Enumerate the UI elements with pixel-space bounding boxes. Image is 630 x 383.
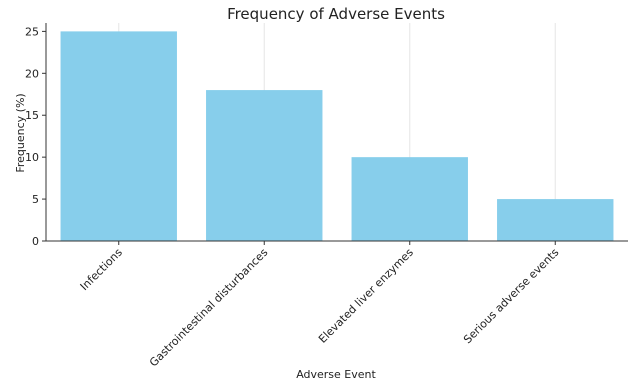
bar xyxy=(206,90,323,241)
grid-lines xyxy=(118,23,556,241)
y-tick-label: 25 xyxy=(25,25,39,38)
bar xyxy=(497,199,614,241)
y-tick-label: 0 xyxy=(32,235,39,248)
x-tick-label: Serious adverse events xyxy=(461,246,561,346)
y-tick-label: 15 xyxy=(25,109,39,122)
y-tick-label: 10 xyxy=(25,151,39,164)
x-axis-ticks: Infections Gastrointestinal disturbances E… xyxy=(78,241,562,369)
x-tick-label: Infections xyxy=(78,246,125,293)
bars xyxy=(60,31,614,242)
x-tick-label: Elevated liver enzymes xyxy=(316,246,416,346)
y-tick-label: 20 xyxy=(25,67,39,80)
axes xyxy=(45,23,628,242)
x-axis-label: Adverse Event xyxy=(296,368,376,381)
y-tick-label: 5 xyxy=(32,193,39,206)
bar xyxy=(351,157,468,241)
y-axis-ticks: 0 5 10 15 20 25 xyxy=(25,25,46,248)
x-tick-label: Gastrointestinal disturbances xyxy=(147,246,271,370)
bar xyxy=(60,31,177,242)
chart-title: Frequency of Adverse Events xyxy=(227,5,445,23)
y-axis-label: Frequency (%) xyxy=(14,93,27,172)
